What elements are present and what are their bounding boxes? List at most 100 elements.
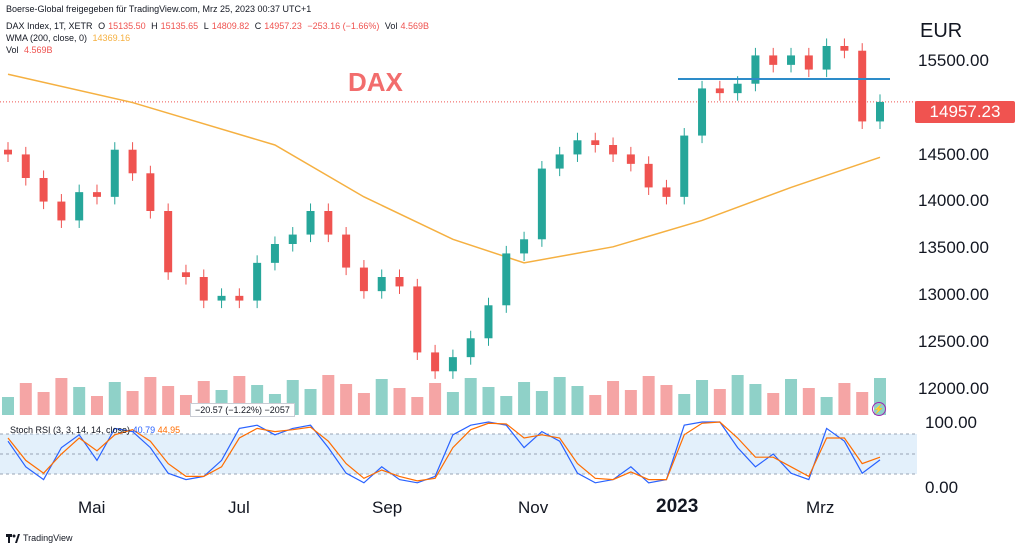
candle-body — [876, 101, 884, 122]
volume-bar — [553, 377, 566, 415]
stoch-label: Stoch RSI (3, 3, 14, 14, close) — [10, 425, 131, 435]
low-value: 14809.82 — [211, 21, 250, 31]
open-value: 15135.50 — [108, 21, 146, 31]
volume-bar — [340, 384, 353, 415]
x-tick-label: 2023 — [656, 496, 699, 517]
wma-legend: WMA (200, close, 0) 14369.16 — [6, 33, 133, 43]
volume-bar — [535, 391, 548, 415]
candle-body — [804, 55, 813, 70]
publish-line: Boerse-Global freigegeben für TradingVie… — [6, 4, 312, 14]
volume-bar — [162, 386, 175, 415]
y-tick-label: 15500.00 — [918, 51, 989, 70]
candle-body — [520, 239, 529, 254]
volume-bar — [322, 375, 335, 415]
candle-body — [146, 173, 155, 211]
candle-body — [484, 305, 493, 339]
candle-body — [359, 267, 368, 292]
x-tick-label: Mai — [78, 498, 106, 517]
candle-body — [164, 211, 173, 273]
stoch-y-tick: 0.00 — [925, 478, 959, 497]
candle-body — [395, 277, 404, 287]
volume-bar — [589, 395, 602, 415]
vol2-value: 4.569B — [24, 45, 53, 55]
stoch-legend: Stoch RSI (3, 3, 14, 14, close) 40.79 44… — [10, 425, 180, 435]
candle-body — [39, 178, 48, 202]
volume-bar — [108, 382, 121, 415]
volume-bar — [624, 390, 637, 415]
vol2-label: Vol — [6, 45, 19, 55]
high-value: 15135.65 — [160, 21, 199, 31]
candle-body — [75, 192, 84, 221]
y-tick-label: 12500.00 — [918, 332, 989, 351]
candle-body — [270, 244, 279, 263]
candle-body — [822, 46, 831, 70]
candle-body — [431, 352, 440, 372]
candle-body — [751, 55, 760, 84]
candle-body — [110, 149, 119, 197]
candle-body — [377, 277, 386, 292]
candle-body — [253, 262, 262, 301]
wma-value: 14369.16 — [92, 33, 131, 43]
volume-bar — [411, 397, 424, 415]
candle-body — [448, 357, 457, 372]
chart-title: DAX — [348, 67, 403, 97]
y-tick-label: 13500.00 — [918, 238, 989, 257]
brand-label: TradingView — [23, 533, 73, 543]
volume-bar — [607, 381, 620, 415]
y-tick-label: 12000.00 — [918, 379, 989, 398]
stoch-y-tick: 100.00 — [925, 413, 977, 432]
vol-value: 4.569B — [400, 21, 429, 31]
low-label: L — [203, 21, 209, 31]
wma-line — [7, 73, 881, 264]
candle-body — [769, 55, 778, 65]
volume-bar — [375, 379, 388, 415]
volume-bar — [482, 387, 495, 415]
tradingview-logo-icon — [6, 533, 20, 543]
volume-bar — [144, 377, 157, 415]
candle-body — [733, 83, 742, 94]
volume-bar — [731, 375, 744, 415]
volume-bar — [55, 378, 68, 415]
x-tick-label: Mrz — [806, 498, 835, 517]
volume-bar — [785, 379, 798, 415]
candle-body — [306, 211, 315, 235]
volume-bar — [126, 391, 139, 415]
candle-body — [413, 286, 422, 353]
volume-bar — [429, 383, 442, 415]
candle-body — [787, 55, 796, 65]
volume-bar — [838, 383, 851, 415]
volume-bar — [642, 376, 655, 415]
volume-bar — [749, 384, 762, 415]
stoch-k-line — [7, 421, 881, 484]
volume-bar — [856, 392, 869, 415]
volume-bar — [767, 393, 780, 415]
x-tick-label: Jul — [228, 498, 250, 517]
flash-icon[interactable]: ⚡ — [872, 402, 886, 416]
stoch-d-value: 44.95 — [157, 425, 181, 435]
x-tick-label: Nov — [518, 498, 549, 517]
volume-bar — [464, 378, 477, 415]
candle-body — [698, 88, 707, 136]
volume-bar — [393, 388, 406, 415]
volume-bar — [90, 396, 103, 415]
close-label: C — [254, 21, 262, 31]
volume-bar — [571, 386, 584, 415]
symbol-label: DAX Index, 1T, XETR — [6, 21, 93, 31]
candle-body — [324, 211, 333, 235]
candle-body — [4, 149, 12, 155]
currency-label: EUR — [920, 20, 963, 42]
volume-bar — [37, 392, 50, 415]
volume-tooltip: −20.57 (−1.22%) −2057 — [190, 403, 295, 417]
volume-bar — [179, 395, 192, 415]
tradingview-brand[interactable]: TradingView — [6, 533, 73, 543]
candle-body — [680, 135, 689, 197]
open-label: O — [98, 21, 106, 31]
candle-body — [235, 295, 244, 301]
candle-body — [840, 46, 849, 51]
volume-bar — [2, 397, 14, 415]
candle-body — [715, 88, 724, 94]
volume-bar — [19, 383, 32, 415]
volume-bar — [713, 389, 726, 415]
candle-body — [573, 140, 582, 155]
